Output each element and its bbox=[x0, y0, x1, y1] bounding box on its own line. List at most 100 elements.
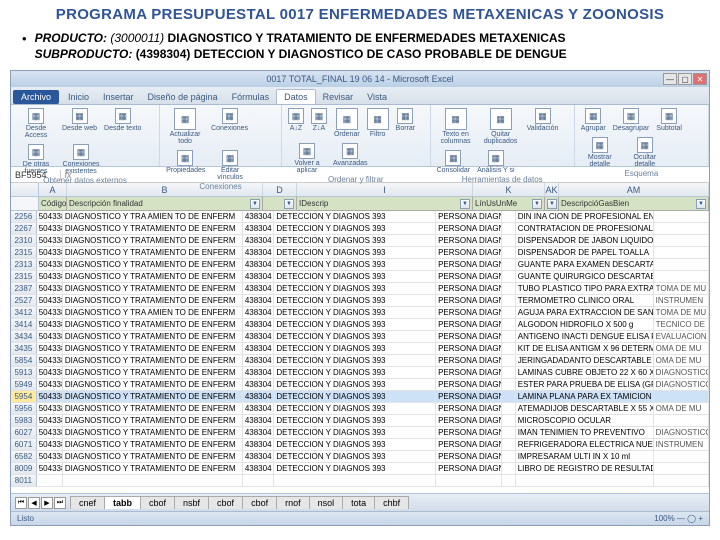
ribbon-button[interactable]: ▦Filtro bbox=[365, 107, 391, 139]
minimize-button[interactable]: — bbox=[663, 73, 677, 85]
cell[interactable]: DIAGNOSTICO Y TRATAMIENTO DE ENFERM bbox=[63, 451, 243, 462]
cell[interactable]: DETECCION Y DIAGNOS 393 bbox=[274, 451, 436, 462]
cell[interactable]: DETECCION Y DIAGNOS 393 bbox=[274, 415, 436, 426]
row-number[interactable]: 2527 bbox=[11, 295, 37, 306]
cell[interactable]: OMA DE MU bbox=[654, 403, 709, 414]
cell[interactable] bbox=[502, 475, 515, 486]
cell[interactable] bbox=[502, 367, 515, 378]
table-row[interactable]: 59135043389DIAGNOSTICO Y TRATAMIENTO DE … bbox=[11, 367, 709, 379]
ribbon-button[interactable]: ▦Análisis Y si bbox=[475, 149, 516, 175]
cell[interactable]: 438304 bbox=[243, 259, 275, 270]
sheet-tab[interactable]: nsbf bbox=[174, 496, 209, 509]
sheet-tab[interactable]: rnof bbox=[276, 496, 310, 509]
cell[interactable]: PERSONA DIAGN bbox=[436, 283, 502, 294]
cell[interactable]: DIAGNOSTICO Y TRA AMIEN TO DE ENFERM bbox=[63, 211, 243, 222]
cell[interactable]: 438304 bbox=[243, 379, 275, 390]
cell[interactable]: PERSONA DIAGN bbox=[436, 367, 502, 378]
cell[interactable]: DIAGNOSTICO Y TRA AMIEN TO DE ENFERM bbox=[63, 307, 243, 318]
cell[interactable]: AGUJA PARA EXTRACCION DE SANGRE AL VACIO… bbox=[516, 307, 654, 318]
cell[interactable]: 5043389 bbox=[37, 403, 63, 414]
col-header[interactable]: B bbox=[67, 183, 263, 196]
cell[interactable]: PERSONA DIAGN bbox=[436, 235, 502, 246]
cell[interactable]: REFRIGERADORA ELECTRICA NUEVA MONA bbox=[516, 439, 654, 450]
cell[interactable]: LAMINA PLANA PARA EX TAMICION SEDIMENTA … bbox=[516, 391, 654, 402]
cell[interactable] bbox=[502, 223, 515, 234]
sheet-tab[interactable]: cbof bbox=[208, 496, 243, 509]
cell[interactable] bbox=[516, 475, 654, 486]
cell[interactable]: DIAGNOSTICO Y TRATAMIENTO DE ENFERM bbox=[63, 319, 243, 330]
table-row[interactable]: 59565043389DIAGNOSTICO Y TRATAMIENTO DE … bbox=[11, 403, 709, 415]
ribbon-tab-diseño-de-página[interactable]: Diseño de página bbox=[141, 90, 225, 104]
row-number[interactable]: 6071 bbox=[11, 439, 37, 450]
cell[interactable]: 5043389 bbox=[37, 379, 63, 390]
cell[interactable]: 5043389 bbox=[37, 367, 63, 378]
cell[interactable]: PERSONA DIAGN bbox=[436, 451, 502, 462]
cell[interactable]: 438304 bbox=[243, 463, 275, 474]
cell[interactable] bbox=[654, 451, 709, 462]
sheet-tab[interactable]: nsol bbox=[309, 496, 344, 509]
cell[interactable]: 438304 bbox=[243, 307, 275, 318]
cell[interactable]: 438304 bbox=[243, 391, 275, 402]
sheet-tab[interactable]: cnef bbox=[70, 496, 105, 509]
row-number[interactable]: 8011 bbox=[11, 475, 37, 486]
cell[interactable] bbox=[502, 439, 515, 450]
table-row[interactable]: 23155043389DIAGNOSTICO Y TRATAMIENTO DE … bbox=[11, 271, 709, 283]
cell[interactable]: PERSONA DIAGN bbox=[436, 391, 502, 402]
cell[interactable]: DETECCION Y DIAGNOS 393 bbox=[274, 283, 436, 294]
select-all-corner[interactable] bbox=[11, 183, 39, 196]
ribbon-button[interactable]: ▦Editar vínculos bbox=[209, 149, 251, 182]
table-row[interactable]: 23155043389DIAGNOSTICO Y TRATAMIENTO DE … bbox=[11, 247, 709, 259]
row-number[interactable]: 2267 bbox=[11, 223, 37, 234]
cell[interactable] bbox=[654, 415, 709, 426]
name-box[interactable]: BF5954 bbox=[11, 170, 61, 180]
cell[interactable]: KIT DE ELISA ANTIGM X 96 DETERMINACIONES bbox=[516, 343, 654, 354]
cell[interactable] bbox=[502, 259, 515, 270]
cell[interactable]: 438304 bbox=[243, 331, 275, 342]
cell[interactable]: DETECCION Y DIAGNOS 393 bbox=[274, 223, 436, 234]
table-row[interactable]: 22565043389DIAGNOSTICO Y TRA AMIEN TO DE… bbox=[11, 211, 709, 223]
cell[interactable]: INSTRUMEN bbox=[654, 295, 709, 306]
cell[interactable]: DIAGNOSTICO Y TRATAMIENTO DE ENFERM bbox=[63, 415, 243, 426]
cell[interactable] bbox=[502, 247, 515, 258]
ribbon-tab-insertar[interactable]: Insertar bbox=[96, 90, 141, 104]
sheet-nav-next[interactable]: ▶ bbox=[41, 497, 53, 509]
filter-dropdown-icon[interactable]: ▼ bbox=[284, 199, 294, 209]
cell[interactable] bbox=[654, 223, 709, 234]
table-row[interactable]: 65825043389DIAGNOSTICO Y TRATAMIENTO DE … bbox=[11, 451, 709, 463]
cell[interactable] bbox=[502, 355, 515, 366]
cell[interactable] bbox=[502, 403, 515, 414]
cell[interactable]: DIAGNOSTICO Y TRATAMIENTO DE ENFERM bbox=[63, 259, 243, 270]
cell[interactable] bbox=[502, 271, 515, 282]
cell[interactable]: 5043389 bbox=[37, 331, 63, 342]
row-number[interactable]: 6582 bbox=[11, 451, 37, 462]
row-number[interactable]: 2315 bbox=[11, 247, 37, 258]
cell[interactable]: DIAGNOSTICO Y TRATAMIENTO DE ENFERM bbox=[63, 295, 243, 306]
cell[interactable]: 5043389 bbox=[37, 463, 63, 474]
table-row[interactable]: 23105043389DIAGNOSTICO Y TRATAMIENTO DE … bbox=[11, 235, 709, 247]
cell[interactable] bbox=[274, 475, 436, 486]
ribbon-button[interactable]: ▦Desde texto bbox=[102, 107, 143, 140]
row-number[interactable]: 5956 bbox=[11, 403, 37, 414]
row-number[interactable]: 2313 bbox=[11, 259, 37, 270]
cell[interactable]: CONTRATACION DE PROFESIONAL MEDICO CIRUJ… bbox=[516, 223, 654, 234]
cell[interactable]: DIAGNOSTICO bbox=[654, 379, 709, 390]
cell[interactable]: 5043389 bbox=[37, 355, 63, 366]
cell[interactable]: 5043389 bbox=[37, 295, 63, 306]
cell[interactable]: PERSONA DIAGN bbox=[436, 271, 502, 282]
cell[interactable]: 5043389 bbox=[37, 235, 63, 246]
table-row[interactable]: 34145043389DIAGNOSTICO Y TRATAMIENTO DE … bbox=[11, 319, 709, 331]
table-row[interactable]: 8011 bbox=[11, 475, 709, 487]
cell[interactable]: DIAGNOSTICO Y TRATAMIENTO DE ENFERM bbox=[63, 355, 243, 366]
ribbon-tab-vista[interactable]: Vista bbox=[360, 90, 394, 104]
cell[interactable]: PERSONA DIAGN bbox=[436, 307, 502, 318]
row-number[interactable]: 5913 bbox=[11, 367, 37, 378]
row-number[interactable]: 8009 bbox=[11, 463, 37, 474]
cell[interactable]: DIAGNOSTICO Y TRATAMIENTO DE ENFERM bbox=[63, 463, 243, 474]
cell[interactable]: DIAGNOSTICO Y TRATAMIENTO DE ENFERM bbox=[63, 343, 243, 354]
cell[interactable]: DETECCION Y DIAGNOS 393 bbox=[274, 343, 436, 354]
row-number[interactable]: 6027 bbox=[11, 427, 37, 438]
sheet-nav-prev[interactable]: ◀ bbox=[28, 497, 40, 509]
ribbon-button[interactable]: ▦Consolidar bbox=[435, 149, 472, 175]
cell[interactable] bbox=[654, 211, 709, 222]
cell[interactable]: 438304 bbox=[243, 367, 275, 378]
